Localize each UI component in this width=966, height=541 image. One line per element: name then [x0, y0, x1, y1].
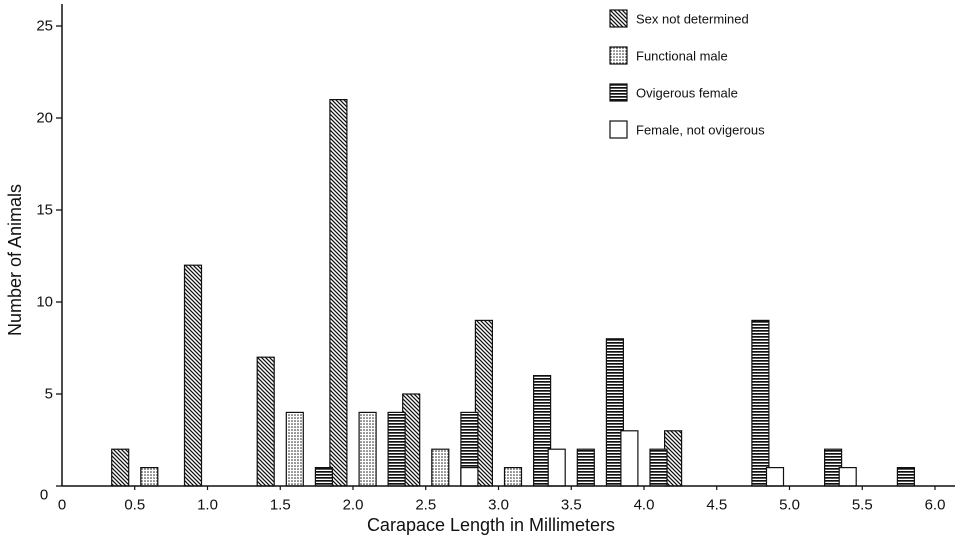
bar-functional-male [285, 411, 304, 487]
bar-functional-male [503, 467, 523, 487]
legend-item-functional-male: Functional male [609, 46, 728, 65]
legend-label: Female, not ovigerous [636, 123, 765, 138]
x-tick-label: 2.0 [343, 496, 364, 513]
bar-female-not-ovigerous [547, 448, 566, 487]
bar-functional-male [431, 448, 450, 487]
y-tick-label: 0 [40, 487, 48, 504]
bar-ovigerous-female [649, 448, 668, 487]
x-tick-label: 5.5 [852, 496, 873, 513]
legend-item-female-not-ovigerous: Female, not ovigerous [609, 120, 765, 139]
x-tick-label: 1.5 [270, 496, 291, 513]
x-tick-label-origin: 0 [58, 496, 66, 513]
legend-swatch [609, 9, 628, 28]
bar-ovigerous-female [896, 467, 916, 487]
legend: Sex not determined Functional male Ovigero… [609, 9, 765, 139]
x-ticks: 0.5 1.0 1.5 2.0 2.5 3.0 3.5 4.0 4.5 5.0 5.5 6.0 [124, 486, 945, 513]
y-tick-label: 10 [36, 294, 53, 311]
legend-swatch [609, 46, 628, 65]
y-tick-label: 15 [36, 202, 53, 219]
bar-sex-not-determined [329, 98, 348, 487]
x-tick-label: 1.0 [197, 496, 218, 513]
bars-layer [111, 98, 916, 487]
x-tick-label: 4.0 [634, 496, 655, 513]
y-ticks: 0 5 10 15 20 25 [36, 18, 62, 504]
bar-female-not-ovigerous [765, 467, 785, 487]
y-axis-title: Number of Animals [5, 184, 25, 336]
bar-female-not-ovigerous [838, 467, 857, 487]
x-tick-label: 6.0 [925, 496, 946, 513]
x-tick-label: 3.5 [561, 496, 582, 513]
x-tick-label: 2.5 [415, 496, 436, 513]
bar-female-not-ovigerous [460, 467, 479, 487]
bar-functional-male [358, 411, 377, 487]
bar-ovigerous-female [387, 411, 406, 487]
legend-swatch [609, 120, 628, 139]
y-tick-label: 5 [45, 386, 53, 403]
x-axis-title: Carapace Length in Millimeters [367, 515, 615, 535]
legend-label: Ovigerous female [636, 86, 738, 101]
bar-sex-not-determined [256, 356, 275, 487]
y-tick-label: 25 [36, 18, 53, 35]
legend-label: Functional male [636, 49, 728, 64]
x-tick-label: 4.5 [706, 496, 727, 513]
legend-swatch [609, 83, 628, 102]
x-tick-label: 5.0 [779, 496, 800, 513]
legend-item-sex-not-determined: Sex not determined [609, 9, 749, 28]
x-tick-label: 0.5 [124, 496, 145, 513]
bar-functional-male [140, 467, 159, 487]
bar-ovigerous-female [751, 319, 770, 487]
bar-female-not-ovigerous [620, 430, 639, 487]
bar-sex-not-determined [183, 264, 203, 487]
x-tick-label: 3.0 [488, 496, 509, 513]
bar-sex-not-determined [111, 448, 130, 487]
bar-ovigerous-female [314, 467, 333, 487]
legend-item-ovigerous-female: Ovigerous female [609, 83, 738, 102]
legend-label: Sex not determined [636, 12, 749, 27]
bar-ovigerous-female [576, 448, 595, 487]
y-tick-label: 20 [36, 110, 53, 127]
